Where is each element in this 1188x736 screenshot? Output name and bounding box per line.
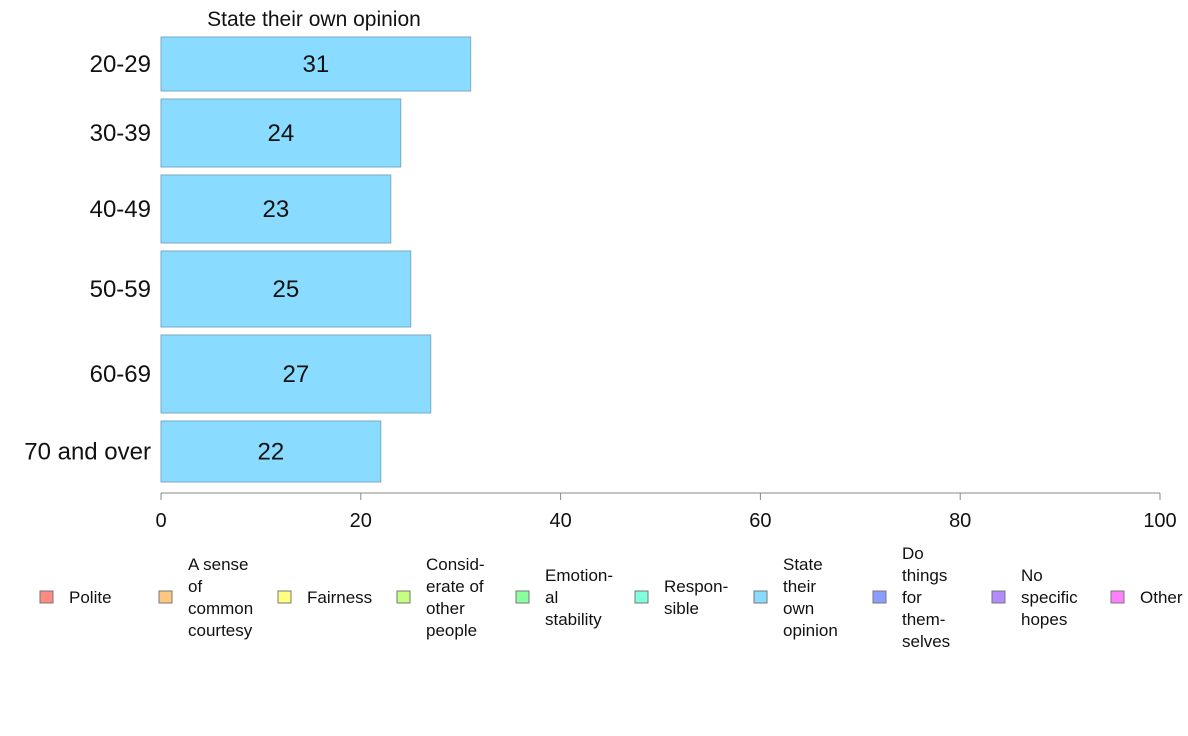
category-label: 40-49 [90,196,151,223]
legend-label: other [426,599,465,618]
legend-label: for [902,588,922,607]
category-label: 60-69 [90,361,151,388]
bar-70-and-over [160,420,382,483]
legend-label: Do [902,544,924,563]
bars-group: 31 20-29 24 30-39 23 40-49 25 50-59 27 60-69 22 70 … [24,36,472,483]
legend-item: Respon-sible [634,577,728,618]
bar-40-49 [160,174,392,244]
legend-label: Emotion- [545,566,613,585]
legend-item: No specific hopes [991,566,1078,629]
legend-label: Fairness [307,588,372,607]
legend-item: Other [1110,588,1183,607]
category-label: 20-29 [90,51,151,78]
bar-value-label: 27 [283,361,310,388]
legend-label: erate of [426,577,484,596]
x-tick-label: 0 [155,510,166,532]
bar-value-label: 24 [268,120,295,147]
legend-label: al [545,588,558,607]
legend-label: common [188,599,253,618]
legend-swatch [277,590,292,604]
legend-label: sible [664,599,699,618]
bar-60-69 [160,334,432,414]
legend-item: Polite [39,588,112,607]
x-tick-label: 40 [549,510,571,532]
legend-label: of [188,577,202,596]
legend-label: selves [902,632,950,651]
legend-swatch [396,590,411,604]
legend-swatch [515,590,530,604]
legend-swatch [753,590,768,604]
legend-label: their [783,577,816,596]
legend-label: people [426,621,477,640]
legend-item: State their own opinion [753,555,838,640]
legend-label: Consid- [426,555,485,574]
legend-label: hopes [1021,610,1067,629]
x-tick-label: 100 [1143,510,1176,532]
x-axis: 0 20 40 60 80 100 [155,492,1177,532]
chart-title: State their own opinion [207,8,421,31]
x-tick-label: 80 [949,510,971,532]
legend-item: Emotion-al stability [515,566,613,629]
legend-label: Polite [69,588,112,607]
bar-value-label: 31 [302,51,329,78]
bar-30-39 [160,98,402,168]
legend-swatch [158,590,173,604]
legend: Polite A sense of common courtesy Fairness Con… [39,544,1183,651]
legend-item: Consid-erate of other people [396,555,485,640]
legend-item: Do things for them-selves [872,544,950,651]
legend-swatch [1110,590,1125,604]
legend-label: State [783,555,823,574]
legend-item: Fairness [277,588,372,607]
category-label: 50-59 [90,276,151,303]
bar-50-59 [160,250,412,328]
legend-label: opinion [783,621,838,640]
category-label: 30-39 [90,120,151,147]
legend-label: Other [1140,588,1183,607]
legend-label: things [902,566,947,585]
legend-label: A sense [188,555,249,574]
legend-swatch [39,590,54,604]
legend-item: A sense of common courtesy [158,555,253,640]
category-label: 70 and over [24,439,151,466]
legend-label: stability [545,610,602,629]
legend-swatch [991,590,1006,604]
bar-value-label: 25 [273,276,300,303]
legend-label: Respon- [664,577,728,596]
legend-swatch [634,590,649,604]
legend-label: them- [902,610,945,629]
x-tick-label: 20 [350,510,372,532]
legend-label: own [783,599,814,618]
legend-label: specific [1021,588,1078,607]
legend-label: No [1021,566,1043,585]
x-tick-label: 60 [749,510,771,532]
bar-20-29 [160,36,472,92]
bar-value-label: 23 [263,196,290,223]
legend-swatch [872,590,887,604]
legend-label: courtesy [188,621,253,640]
bar-value-label: 22 [258,439,285,466]
